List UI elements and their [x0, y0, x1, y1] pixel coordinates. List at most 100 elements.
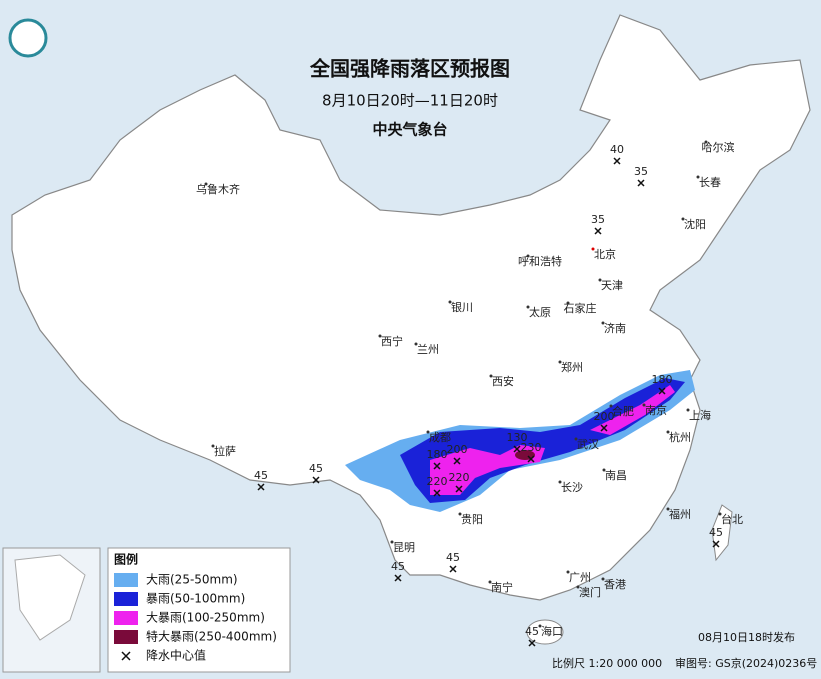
city-label: 南京: [645, 403, 667, 417]
legend-swatch: [114, 611, 138, 625]
center-value: 45: [391, 560, 405, 573]
city-label: 杭州: [669, 430, 691, 444]
city-dot: [574, 437, 578, 441]
legend-label: 大暴雨(100-250mm): [146, 611, 265, 625]
city-label: 昆明: [393, 541, 415, 554]
city-label: 南宁: [491, 580, 513, 594]
center-value: 180: [652, 373, 673, 386]
city-label: 海口: [541, 624, 563, 638]
city-dot: [488, 580, 492, 584]
center-marker: [594, 227, 602, 235]
city-dot: [704, 140, 708, 144]
city-dot: [204, 182, 208, 186]
center-value: 220: [427, 475, 448, 488]
city-dot: [558, 360, 562, 364]
center-value: 200: [447, 443, 468, 456]
legend-title: 图例: [114, 552, 138, 567]
city-label: 澳门: [579, 585, 601, 599]
city-dot: [601, 577, 605, 581]
taiwan: [711, 504, 733, 562]
legend-label: 降水中心值: [146, 648, 206, 663]
legend: 图例: [107, 547, 291, 673]
legend-swatch: [114, 592, 138, 606]
center-marker: [527, 455, 535, 463]
issuer: 中央气象台: [372, 121, 447, 139]
city-dot: [211, 444, 215, 448]
city-label: 福州: [669, 507, 691, 521]
city-dot: [448, 300, 452, 304]
city-dot: [666, 430, 670, 434]
legend-swatch: [114, 630, 138, 644]
city-label: 呼和浩特: [518, 254, 562, 268]
center-value: 45: [709, 526, 723, 539]
center-value: 230: [521, 441, 542, 454]
city-label: 郑州: [561, 360, 583, 374]
title: 全国强降雨落区预报图: [309, 57, 510, 81]
center-value: 180: [427, 448, 448, 461]
city-label: 北京: [594, 247, 616, 261]
city-label: 拉萨: [214, 444, 236, 458]
center-marker: [394, 574, 402, 582]
center-marker: [712, 540, 720, 548]
legend-label: 特大暴雨(250-400mm): [146, 629, 277, 644]
city-label: 贵阳: [461, 513, 483, 526]
center-marker: [257, 483, 265, 491]
city-dot: [526, 305, 530, 309]
city-dot: [489, 374, 493, 378]
city-dot: [686, 408, 690, 412]
center-marker: [453, 457, 461, 465]
city-label: 济南: [604, 321, 626, 335]
center-marker: [600, 424, 608, 432]
city-label: 香港: [604, 578, 626, 591]
city-label: 石家庄: [564, 301, 597, 315]
center-marker: [658, 387, 666, 395]
center-value: 45: [309, 462, 323, 475]
center-value: 40: [610, 143, 624, 156]
china-outline: [11, 14, 811, 601]
city-label: 哈尔滨: [702, 140, 735, 154]
city-dot: [558, 480, 562, 484]
city-label: 天津: [601, 279, 623, 292]
city-label: 南昌: [605, 469, 627, 482]
center-value: 130: [507, 431, 528, 444]
city-label: 成都: [429, 431, 451, 444]
center-marker: [513, 445, 521, 453]
city-label: 西安: [492, 374, 514, 388]
center-marker: [528, 639, 536, 647]
city-dot: [566, 570, 570, 574]
city-dot: [642, 403, 646, 407]
city-label: 长沙: [561, 481, 583, 494]
legend-marker: [121, 651, 131, 661]
city-dot: [458, 512, 462, 516]
city-dot: [378, 334, 382, 338]
city-dot: [526, 254, 530, 258]
city-label: 上海: [689, 408, 711, 422]
period: 8月10日20时—11日20时: [322, 92, 498, 110]
center-marker: [455, 485, 463, 493]
city-label: 银川: [451, 300, 473, 314]
city-label: 广州: [569, 571, 591, 584]
city-dot: [414, 342, 418, 346]
city-dot: [718, 512, 722, 516]
center-value: 35: [634, 165, 648, 178]
city-label: 合肥: [612, 404, 634, 418]
city-label: 沈阳: [684, 217, 706, 231]
rain-severe: [430, 385, 675, 495]
center-value: 220: [449, 471, 470, 484]
legend-label: 大雨(25-50mm): [146, 573, 238, 587]
center-marker: [312, 476, 320, 484]
center-value: 35: [591, 213, 605, 226]
city-dot: [598, 278, 602, 282]
center-value: 45: [446, 551, 460, 564]
city-dot: [591, 247, 595, 251]
city-dot: [609, 404, 613, 408]
city-label: 长春: [699, 176, 721, 189]
city-label: 西宁: [381, 334, 403, 348]
city-label: 武汉: [577, 438, 599, 451]
approval: 审图号: GS京(2024)0236号: [675, 656, 817, 670]
legend-label: 暴雨(50-100mm): [146, 592, 245, 606]
center-marker: [637, 179, 645, 187]
inset-map: [2, 547, 101, 673]
center-value: 45: [254, 469, 268, 482]
